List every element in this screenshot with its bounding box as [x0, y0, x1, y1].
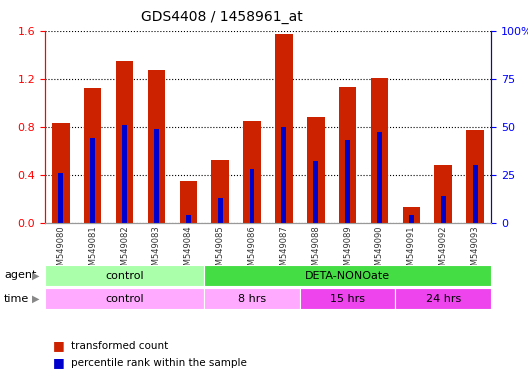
- Text: ■: ■: [53, 356, 64, 369]
- Bar: [218, 198, 223, 223]
- Bar: [377, 132, 382, 223]
- Text: agent: agent: [4, 270, 36, 280]
- Text: percentile rank within the sample: percentile rank within the sample: [71, 358, 247, 368]
- Text: ■: ■: [53, 339, 64, 352]
- Bar: [281, 127, 286, 223]
- Bar: [154, 129, 159, 223]
- Bar: [84, 88, 101, 223]
- Bar: [186, 215, 191, 223]
- Bar: [339, 87, 356, 223]
- Bar: [345, 140, 350, 223]
- Text: 24 hrs: 24 hrs: [426, 293, 461, 304]
- Bar: [116, 61, 133, 223]
- Text: GDS4408 / 1458961_at: GDS4408 / 1458961_at: [141, 10, 303, 23]
- Bar: [59, 173, 63, 223]
- Text: transformed count: transformed count: [71, 341, 168, 351]
- Bar: [473, 165, 477, 223]
- Text: 8 hrs: 8 hrs: [238, 293, 266, 304]
- Text: ▶: ▶: [32, 294, 40, 304]
- Text: control: control: [105, 293, 144, 304]
- Text: 15 hrs: 15 hrs: [330, 293, 365, 304]
- Bar: [403, 207, 420, 223]
- Bar: [204, 265, 491, 286]
- Bar: [211, 161, 229, 223]
- Bar: [45, 288, 204, 309]
- Text: DETA-NONOate: DETA-NONOate: [305, 270, 390, 281]
- Bar: [275, 34, 293, 223]
- Bar: [409, 215, 414, 223]
- Bar: [307, 117, 325, 223]
- Bar: [243, 121, 261, 223]
- Bar: [313, 161, 318, 223]
- Bar: [435, 165, 452, 223]
- Bar: [300, 288, 395, 309]
- Text: control: control: [105, 270, 144, 281]
- Bar: [466, 130, 484, 223]
- Bar: [204, 288, 300, 309]
- Text: ▶: ▶: [32, 270, 40, 280]
- Bar: [371, 78, 388, 223]
- Bar: [45, 265, 204, 286]
- Bar: [90, 138, 95, 223]
- Bar: [148, 70, 165, 223]
- Bar: [395, 288, 491, 309]
- Bar: [250, 169, 254, 223]
- Text: time: time: [4, 294, 30, 304]
- Bar: [180, 181, 197, 223]
- Bar: [441, 196, 446, 223]
- Bar: [52, 123, 70, 223]
- Bar: [122, 125, 127, 223]
